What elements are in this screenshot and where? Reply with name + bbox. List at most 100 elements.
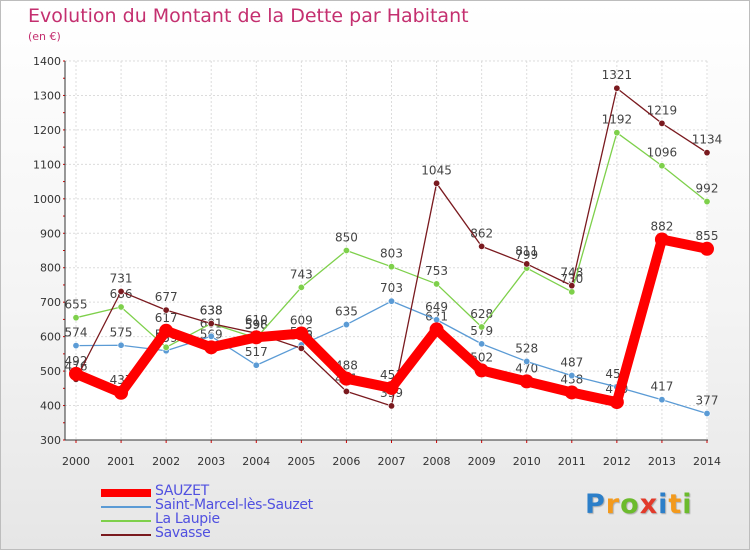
data-label: 1045 [421,163,452,177]
data-label: 850 [335,231,358,245]
data-point [162,343,170,351]
data-point [433,179,441,187]
data-point [387,263,395,271]
data-point [658,162,666,170]
y-tick-label: 400 [40,400,61,413]
data-point [523,357,531,365]
y-tick-label: 1100 [33,158,61,171]
x-tick-label: 2013 [648,455,676,468]
data-label: 1134 [692,133,723,147]
x-tick-label: 2003 [197,455,225,468]
data-label: 638 [200,304,223,318]
data-label: 528 [515,341,538,355]
y-tick-label: 1300 [33,89,61,102]
data-label: 1192 [602,113,633,127]
chart-title: Evolution du Montant de la Dette par Hab… [28,5,469,27]
data-point [384,380,399,395]
y-tick-label: 500 [40,365,61,378]
data-label: 574 [65,326,88,340]
data-point [429,322,444,337]
line-chart: 300 400 500 600 700 800 900 1000 1100 1200 1300 140… [33,55,723,468]
data-point [478,242,486,250]
data-point [162,306,170,314]
data-point [207,320,215,328]
data-label: 438 [560,372,583,386]
legend-item: Savasse [101,525,401,541]
data-point [72,342,80,350]
data-point [342,247,350,255]
data-label: 748 [560,266,583,280]
data-point [117,288,125,296]
data-point [159,323,174,338]
data-label: 855 [696,229,719,243]
data-point [568,282,576,290]
data-label: 610 [245,313,268,327]
data-label: 579 [470,324,493,338]
x-tick-label: 2005 [287,455,315,468]
data-label: 575 [110,325,133,339]
data-point [433,316,441,324]
legend-swatch [101,489,151,497]
x-tick-label: 2011 [558,455,586,468]
data-point [387,402,395,410]
legend-item: La Laupie [101,511,401,527]
data-point [72,314,80,322]
x-tick-label: 2012 [603,455,631,468]
data-label: 377 [696,393,719,407]
data-label: 487 [560,356,583,370]
data-label: 635 [335,305,358,319]
series-savasse [72,84,711,410]
data-point [703,409,711,417]
y-tick-label: 300 [40,434,61,447]
data-label: 598 [245,317,268,331]
data-label: 649 [425,300,448,314]
data-point [297,283,305,291]
data-point [204,340,219,355]
x-tick-label: 2004 [242,455,270,468]
x-tick-label: 2000 [62,455,90,468]
y-tick-label: 1200 [33,124,61,137]
data-point [703,149,711,157]
data-label: 862 [470,226,493,240]
data-point [519,374,534,389]
data-point [658,119,666,127]
data-point [478,340,486,348]
data-point [613,84,621,92]
data-point [294,326,309,341]
data-label: 417 [650,380,673,394]
data-point [654,232,669,247]
data-point [564,385,579,400]
data-point [478,323,486,331]
x-axis: 2000 2001 2002 2003 2004 2005 2006 2007 2008 2009… [62,440,721,468]
data-point [252,361,260,369]
y-axis: 300 400 500 600 700 800 900 1000 1100 1200 1300 140… [33,55,65,447]
y-tick-label: 800 [40,262,61,275]
data-point [342,387,350,395]
data-label: 743 [290,267,313,281]
y-tick-label: 600 [40,331,61,344]
legend-item: Saint-Marcel-lès-Sauzet [101,497,401,513]
data-label: 1321 [602,68,633,82]
data-label: 731 [110,272,133,286]
data-label: 677 [155,290,178,304]
legend-label: La Laupie [155,511,220,527]
data-point [114,385,129,400]
data-point [609,395,624,410]
data-point [387,297,395,305]
data-label: 1096 [647,146,678,160]
data-point [568,372,576,380]
data-point [342,321,350,329]
data-label: 517 [245,345,268,359]
data-point [658,396,666,404]
x-tick-label: 2014 [693,455,721,468]
x-tick-label: 2006 [332,455,360,468]
chart-unit-label: (en €) [28,30,61,43]
data-point [433,280,441,288]
data-label: 628 [470,307,493,321]
data-label: 992 [696,182,719,196]
data-label: 492 [65,354,88,368]
data-point [297,344,305,352]
data-label: 609 [290,314,313,328]
data-label: 470 [515,361,538,375]
